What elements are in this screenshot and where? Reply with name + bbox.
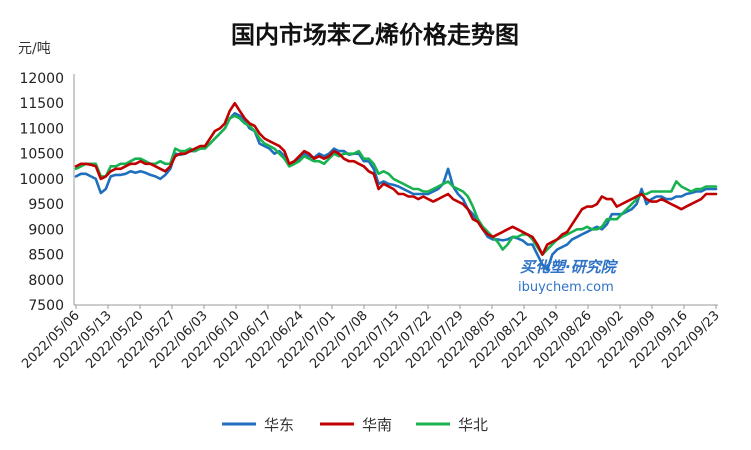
y-tick-label: 10500	[19, 147, 64, 163]
x-axis-ticks: 2022/05/062022/05/132022/05/202022/05/27…	[19, 305, 723, 372]
series-line-1	[74, 101, 718, 256]
y-tick-label: 11000	[19, 121, 64, 137]
series-line-2	[74, 114, 718, 256]
axes	[73, 74, 718, 306]
y-tick-label: 11500	[19, 96, 64, 112]
y-tick-label: 12000	[19, 71, 64, 87]
legend: 华东 华南 华北	[222, 416, 488, 434]
watermark-sub: ibuychem.com	[518, 280, 614, 295]
series-lines	[74, 101, 718, 272]
watermark: 买化塑·研究院 ibuychem.com	[518, 258, 619, 295]
unit-label: 元/吨	[18, 41, 51, 57]
legend-label: 华北	[458, 416, 488, 434]
y-axis-ticks: 7500 8000 8500 9000 9500 10000 10500 11000 11500…	[19, 71, 64, 314]
legend-label: 华南	[362, 416, 392, 434]
y-tick-label: 8000	[28, 273, 64, 289]
chart-title: 国内市场苯乙烯价格走势图	[231, 20, 519, 49]
y-tick-label: 9500	[28, 197, 64, 213]
watermark-main: 买化塑·研究院	[520, 258, 619, 276]
y-tick-label: 9000	[28, 222, 64, 238]
y-tick-label: 10000	[19, 172, 64, 188]
y-tick-label: 7500	[28, 298, 64, 314]
legend-label: 华东	[264, 416, 294, 434]
y-tick-label: 8500	[28, 248, 64, 264]
